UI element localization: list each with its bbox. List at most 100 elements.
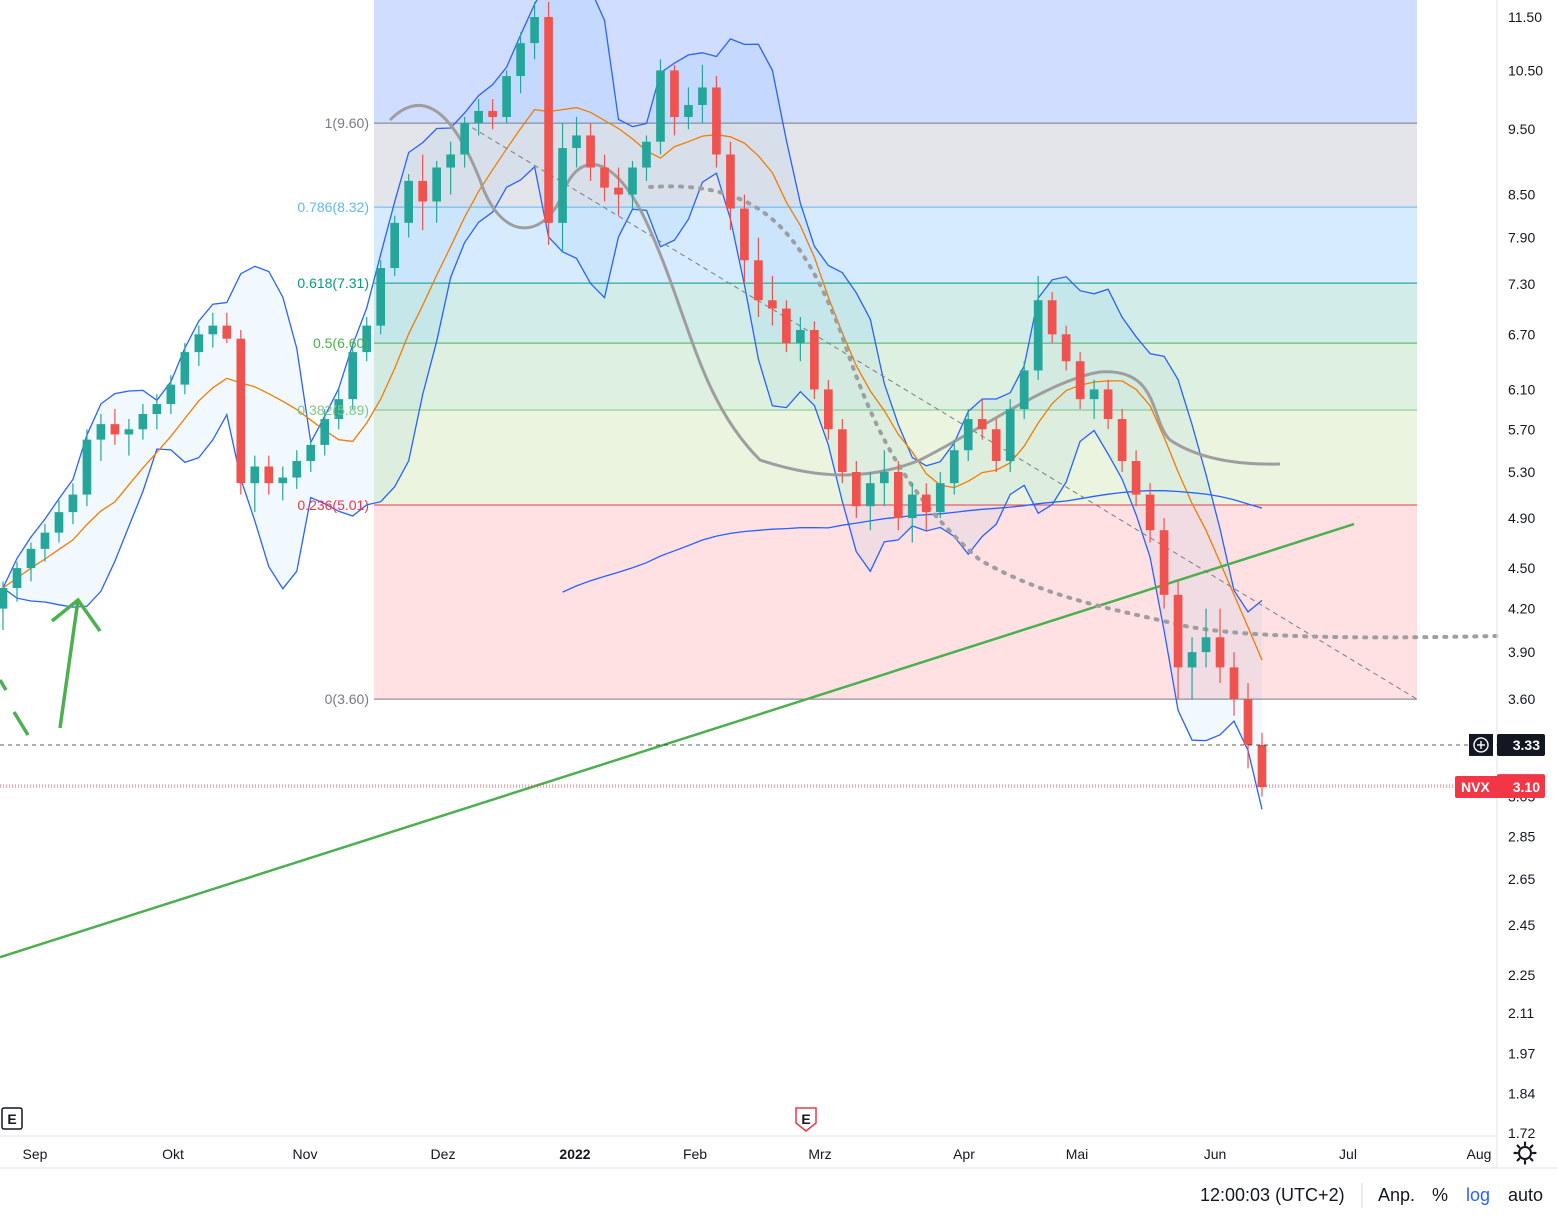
- candle: [26, 542, 36, 582]
- price-tag-value: 3.10: [1513, 779, 1540, 795]
- time-tick-label: Mai: [1066, 1146, 1089, 1162]
- candle: [418, 154, 428, 231]
- candle-body: [348, 352, 358, 400]
- candle-body: [96, 424, 106, 440]
- candle: [1187, 637, 1197, 700]
- candle-body: [796, 329, 805, 344]
- candle: [432, 160, 441, 223]
- price-tick-label: 7.90: [1508, 230, 1535, 246]
- candle-body: [418, 180, 428, 202]
- candle-body: [292, 461, 302, 478]
- fibonacci-retracement[interactable]: [374, 0, 1417, 700]
- candle-body: [586, 135, 595, 168]
- candle-body: [1061, 334, 1071, 362]
- candle: [1047, 292, 1057, 344]
- candle-body: [124, 429, 134, 435]
- price-axis[interactable]: 11.50 10.50 9.50 8.50 7.90 7.30 6.70 6.10 5.70 5.…: [1496, 0, 1543, 1168]
- candle-body: [110, 424, 120, 435]
- candle-body: [1229, 667, 1239, 700]
- candle-body: [236, 338, 246, 484]
- candle-body: [865, 483, 875, 507]
- candle-body: [921, 494, 931, 513]
- price-tick-label: 6.10: [1508, 381, 1535, 397]
- candle: [390, 215, 400, 276]
- percent-button[interactable]: %: [1432, 1185, 1448, 1205]
- candle: [851, 461, 861, 519]
- fibonacci-labels: 1(9.60) 0.786(8.32) 0.618(7.31) 0.5(6.60) 0.…: [297, 115, 369, 707]
- candle: [614, 167, 623, 216]
- candle-body: [488, 110, 497, 117]
- fib-zone-0.5: [374, 343, 1417, 410]
- price-tag: NVX 3.10: [1455, 775, 1545, 798]
- time-axis[interactable]: Sep Okt Nov Dez 2022 Feb Mrz Apr Mai Jun Jul Aug: [0, 1135, 1497, 1162]
- candle: [404, 174, 414, 238]
- candle: [166, 375, 176, 415]
- candle: [698, 64, 707, 124]
- price-lines: [0, 744, 1497, 788]
- candle: [306, 439, 316, 472]
- candle-body: [1145, 494, 1155, 531]
- candle: [1145, 483, 1155, 543]
- candle: [810, 321, 819, 400]
- price-tick-label: 5.30: [1508, 464, 1535, 480]
- settings-gear-icon[interactable]: [1513, 1141, 1537, 1165]
- candle: [516, 32, 525, 94]
- candle-body: [949, 450, 959, 484]
- time-tick-label: Nov: [293, 1146, 318, 1162]
- fib-zone-0.236: [374, 505, 1417, 700]
- candle: [1201, 608, 1211, 668]
- candle-body: [320, 419, 330, 445]
- candle: [1173, 581, 1183, 700]
- log-button[interactable]: log: [1466, 1185, 1490, 1205]
- candle: [1103, 379, 1113, 430]
- candle: [152, 394, 162, 430]
- candle: [782, 300, 791, 353]
- candle: [740, 194, 749, 284]
- candle: [40, 524, 50, 562]
- fib-label-0.786: 0.786(8.32): [297, 199, 369, 215]
- price-tick-label: 3.60: [1508, 691, 1535, 707]
- candle: [278, 466, 288, 501]
- candle-body: [306, 444, 316, 462]
- price-tick-label: 2.11: [1508, 1005, 1534, 1021]
- price-tick-label: 6.70: [1508, 326, 1535, 342]
- candle: [362, 317, 372, 362]
- candle: [1005, 399, 1015, 472]
- candle: [935, 471, 945, 519]
- candle: [474, 99, 483, 136]
- candle: [656, 59, 665, 155]
- candle: [754, 237, 763, 318]
- price-tick-label: 1.97: [1508, 1045, 1535, 1061]
- candle-body: [558, 148, 567, 223]
- price-tick-label: 9.50: [1508, 121, 1535, 137]
- event-label: E: [7, 1111, 16, 1127]
- time-tick-label: Aug: [1467, 1146, 1492, 1162]
- price-tag-bg: [1497, 733, 1545, 756]
- candle-body: [1019, 370, 1029, 410]
- candle: [963, 409, 973, 462]
- fib-zone-0.786: [374, 207, 1417, 284]
- price-tags: 3.333.11NVX3.10: [1455, 733, 1545, 798]
- price-tick-label: 1.72: [1508, 1125, 1535, 1141]
- earnings-event-icon: E: [1, 1107, 23, 1130]
- drawings[interactable]: [0, 104, 1499, 959]
- arrow-shaft: [58, 599, 80, 729]
- price-tick-label: 3.90: [1508, 644, 1535, 660]
- bottom-toolbar[interactable]: 12:00:03 (UTC+2) Anp. % log auto: [0, 1167, 1557, 1208]
- adjust-button[interactable]: Anp.: [1378, 1185, 1415, 1205]
- candle: [628, 160, 637, 209]
- candle-body: [1131, 461, 1141, 495]
- candle-body: [656, 70, 665, 142]
- candle: [977, 399, 987, 440]
- candle: [180, 343, 190, 395]
- candle: [558, 123, 567, 253]
- candle-body: [782, 308, 791, 344]
- candle: [1061, 325, 1071, 371]
- price-tick-label: 5.70: [1508, 421, 1535, 437]
- candle-body: [502, 76, 511, 117]
- auto-button[interactable]: auto: [1508, 1185, 1543, 1205]
- candle-body: [1173, 594, 1183, 668]
- candle: [348, 343, 358, 410]
